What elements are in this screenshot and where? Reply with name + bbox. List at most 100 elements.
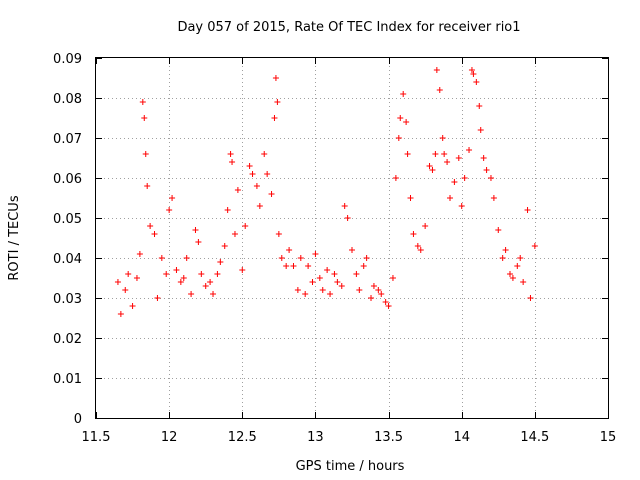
data-point xyxy=(455,155,462,161)
x-tick-label: 15 xyxy=(600,430,617,445)
data-point xyxy=(382,299,389,305)
data-point xyxy=(495,227,502,233)
data-point xyxy=(309,279,316,285)
data-point xyxy=(476,103,483,109)
data-point xyxy=(136,251,143,257)
data-point xyxy=(520,279,527,285)
data-point xyxy=(142,151,149,157)
y-tick-label: 0.08 xyxy=(53,92,82,107)
data-point xyxy=(210,291,217,297)
data-point xyxy=(490,195,497,201)
data-point xyxy=(114,279,121,285)
data-point xyxy=(451,179,458,185)
data-point xyxy=(344,215,351,221)
data-point xyxy=(188,291,195,297)
data-point xyxy=(417,247,424,253)
data-point xyxy=(198,271,205,277)
data-point xyxy=(349,247,355,253)
data-point xyxy=(177,279,184,285)
data-point xyxy=(447,195,454,201)
data-point xyxy=(297,255,304,261)
data-point xyxy=(389,275,396,281)
data-point xyxy=(256,203,263,209)
data-point xyxy=(407,195,414,201)
data-point xyxy=(239,267,246,273)
y-tick-label: 0.07 xyxy=(53,132,82,147)
data-point xyxy=(370,283,377,289)
y-tick-label: 0.02 xyxy=(53,332,82,347)
data-point xyxy=(305,263,312,269)
data-point xyxy=(229,159,236,165)
data-point xyxy=(468,67,475,73)
data-point xyxy=(274,99,281,105)
data-point xyxy=(334,279,341,285)
data-point xyxy=(290,263,297,269)
x-tick-label: 12.5 xyxy=(228,430,257,445)
data-point xyxy=(404,151,411,157)
data-point xyxy=(378,291,385,297)
data-point xyxy=(397,115,404,121)
data-point xyxy=(217,259,224,265)
data-point xyxy=(192,227,199,233)
data-point xyxy=(527,295,534,301)
data-point xyxy=(375,287,382,293)
data-point xyxy=(341,203,348,209)
data-point xyxy=(368,295,375,301)
plot-frame xyxy=(95,57,609,419)
data-point xyxy=(261,151,268,157)
data-point xyxy=(331,271,338,277)
y-tick-label: 0.06 xyxy=(53,172,82,187)
data-point xyxy=(395,135,402,141)
data-point xyxy=(410,231,417,237)
data-point xyxy=(392,175,399,181)
data-point xyxy=(514,263,521,269)
data-point xyxy=(286,247,293,253)
data-point xyxy=(524,207,531,213)
data-point xyxy=(429,167,436,173)
data-point xyxy=(283,263,290,269)
data-point xyxy=(433,67,440,73)
data-point xyxy=(480,155,487,161)
data-point xyxy=(461,175,468,181)
data-point xyxy=(271,115,278,121)
data-point xyxy=(327,291,334,297)
data-point xyxy=(487,175,494,181)
data-point xyxy=(249,171,256,177)
data-point xyxy=(360,263,367,269)
data-point xyxy=(338,283,345,289)
data-point xyxy=(139,99,146,105)
data-point xyxy=(473,79,480,85)
data-point xyxy=(122,287,129,293)
data-point xyxy=(353,271,360,277)
data-point xyxy=(169,195,176,201)
data-point xyxy=(324,267,331,273)
data-point xyxy=(414,243,421,249)
data-point xyxy=(195,239,202,245)
data-point xyxy=(531,243,538,249)
data-point xyxy=(470,71,477,77)
data-point xyxy=(506,271,513,277)
chart-title: Day 057 of 2015, Rate Of TEC Index for r… xyxy=(177,20,520,35)
data-point xyxy=(422,223,429,229)
data-point xyxy=(163,271,170,277)
x-tick-label: 13.5 xyxy=(374,430,403,445)
data-point xyxy=(227,151,234,157)
data-point xyxy=(509,275,516,281)
data-point xyxy=(312,251,319,257)
data-point xyxy=(224,207,231,213)
data-point xyxy=(294,287,301,293)
data-point xyxy=(144,183,151,189)
data-point xyxy=(180,275,187,281)
x-axis-label: GPS time / hours xyxy=(296,459,405,474)
data-point xyxy=(242,223,249,229)
x-tick-labels: 11.5 12 12.5 13 13.5 14 14.5 15 xyxy=(82,430,617,445)
data-point xyxy=(499,255,506,261)
data-point xyxy=(441,151,448,157)
data-point xyxy=(141,115,148,121)
y-tick-label: 0.01 xyxy=(53,372,82,387)
data-point xyxy=(125,271,132,277)
data-point xyxy=(477,127,484,133)
data-point xyxy=(432,151,439,157)
data-point xyxy=(319,287,326,293)
